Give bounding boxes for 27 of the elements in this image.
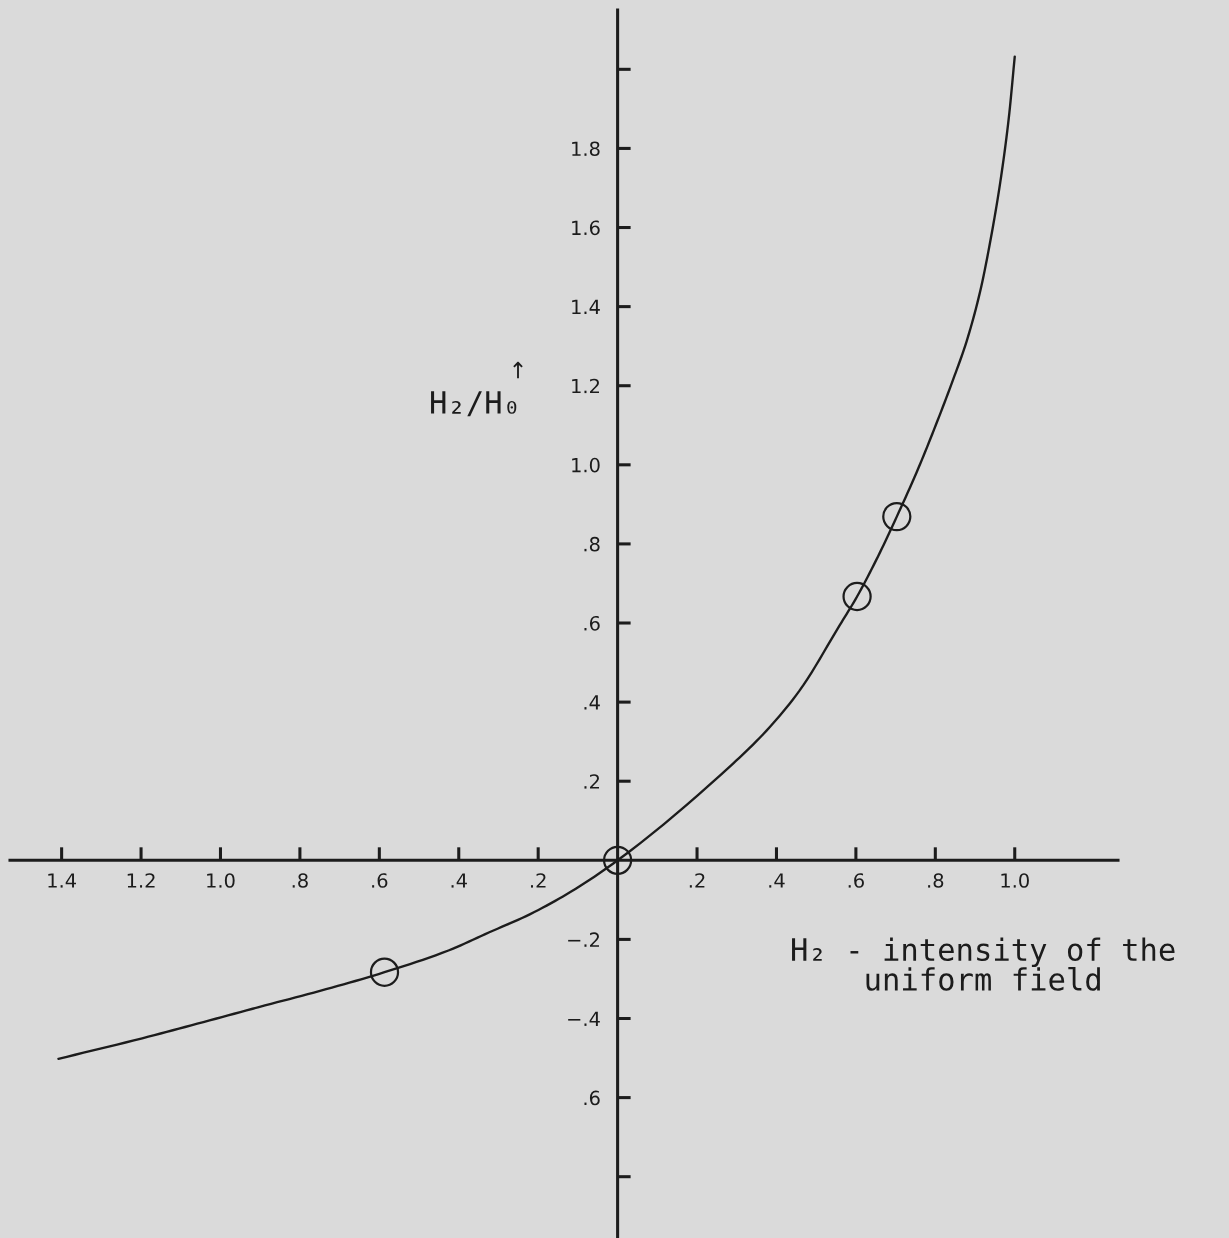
x-tick-label: .2 xyxy=(689,873,705,888)
y-tick-label: 1.4 xyxy=(572,299,600,315)
x-tick-label: .6 xyxy=(372,873,388,888)
x-tick-label: 1.0 xyxy=(1001,873,1029,888)
y-tick-label: −.2 xyxy=(568,932,599,947)
x-tick-label: 1.4 xyxy=(48,873,76,888)
y-tick-label: −.4 xyxy=(568,1011,600,1026)
x-tick-label: .4 xyxy=(769,873,785,888)
x-tick-label: .4 xyxy=(451,873,467,888)
y-tick-label: .6 xyxy=(584,615,600,631)
y-axis-title: H₂/H₀ xyxy=(431,391,517,417)
x-tick-label: .8 xyxy=(928,873,944,888)
x-axis-title: H₂ - intensity of the uniform field xyxy=(792,937,1175,991)
x-tick-label: 1.0 xyxy=(207,873,235,888)
y-tick-label: 1.2 xyxy=(572,378,599,394)
annotation: ↑ xyxy=(513,361,523,379)
x-tick-label: .8 xyxy=(292,873,308,888)
y-tick-label: 1.0 xyxy=(572,457,600,473)
y-tick-label: 1.8 xyxy=(572,141,600,157)
y-tick-label: .8 xyxy=(584,536,600,552)
x-tick-label: .2 xyxy=(530,873,546,888)
y-tick-label: 1.6 xyxy=(572,220,600,236)
y-tick-label: .2 xyxy=(584,774,599,789)
x-tick-label: 1.2 xyxy=(127,873,155,888)
y-tick-label: .6 xyxy=(584,1090,600,1106)
x-tick-label: .6 xyxy=(848,873,864,888)
y-tick-label: .4 xyxy=(584,695,600,710)
